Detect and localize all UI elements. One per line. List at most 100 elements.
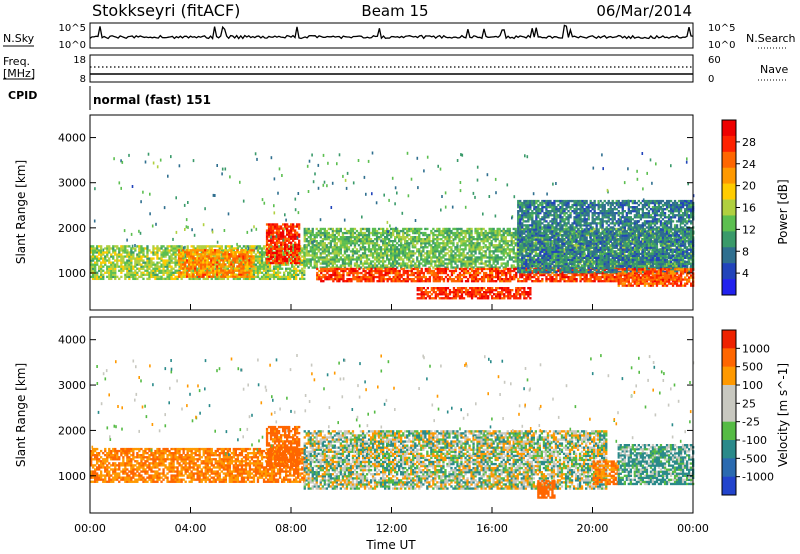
heatmap-cell — [313, 238, 316, 241]
heatmap-cell — [430, 229, 433, 233]
heatmap-cell — [96, 261, 99, 264]
heatmap-cell — [426, 262, 429, 265]
heatmap-cell — [398, 250, 401, 253]
heatmap-cell — [289, 271, 292, 274]
heatmap-cell — [589, 258, 592, 261]
heatmap-cell — [142, 247, 145, 250]
heatmap-cell — [234, 257, 237, 260]
heatmap-cell — [422, 242, 425, 245]
heatmap-cell — [470, 227, 473, 231]
heatmap-cell — [162, 269, 165, 272]
heatmap-cell — [230, 263, 233, 266]
heatmap-cell — [589, 248, 592, 251]
heatmap-cell — [375, 266, 379, 269]
heatmap-cell — [343, 236, 347, 239]
heatmap-cell — [363, 266, 367, 269]
heatmap-cell — [150, 263, 153, 266]
heatmap-cell — [94, 275, 97, 279]
heatmap-cell — [292, 229, 295, 232]
heatmap-cell — [410, 254, 413, 257]
heatmap-cell — [572, 229, 576, 233]
heatmap-cell — [236, 245, 240, 248]
heatmap-cell — [442, 260, 445, 263]
heatmap-cell — [651, 250, 654, 253]
heatmap-cell — [128, 245, 131, 248]
heatmap-cell — [250, 249, 253, 252]
heatmap-cell — [355, 260, 359, 263]
heatmap-cell — [398, 229, 401, 233]
heatmap-cell — [126, 251, 129, 254]
heatmap-cell — [230, 269, 233, 272]
heatmap-cell — [498, 258, 501, 261]
heatmap-cell — [214, 275, 217, 279]
heatmap-cell — [303, 246, 306, 249]
heatmap-cell — [448, 229, 451, 233]
heatmap-cell — [120, 261, 123, 264]
heatmap-cell — [420, 252, 423, 255]
heatmap-cell — [279, 247, 283, 251]
heatmap-cell — [138, 253, 141, 256]
heatmap-cell — [148, 277, 151, 281]
heatmap-cell — [488, 248, 491, 251]
heatmap-cell — [375, 252, 379, 255]
heatmap-cell — [294, 261, 297, 265]
heatmap-cell — [452, 260, 455, 263]
heatmap-cell — [325, 266, 329, 269]
heatmap-cell — [494, 236, 497, 239]
heatmap-cell — [294, 253, 297, 257]
heatmap-cell — [184, 253, 187, 256]
heatmap-cell — [265, 233, 269, 236]
heatmap-cell — [504, 250, 507, 253]
heatmap-cell — [277, 235, 281, 238]
heatmap-cell — [271, 259, 275, 263]
heatmap-cell — [528, 266, 532, 269]
heatmap-cell — [494, 256, 497, 259]
heatmap-cell — [194, 271, 197, 274]
heatmap-cell — [560, 256, 564, 259]
heatmap-cell — [301, 267, 304, 270]
heatmap-cell — [643, 231, 646, 235]
heatmap-cell — [379, 231, 383, 235]
heatmap-cell — [687, 258, 690, 261]
heatmap-cell — [591, 262, 594, 265]
heatmap-cell — [440, 238, 443, 241]
heatmap-cell — [332, 269, 335, 273]
heatmap-cell — [138, 245, 141, 248]
heatmap-cell — [665, 254, 668, 257]
heatmap-cell — [408, 242, 411, 245]
heatmap-cell — [174, 247, 177, 250]
heatmap-cell — [204, 247, 207, 250]
heatmap-cell — [404, 252, 407, 255]
heatmap-cell — [414, 266, 417, 269]
heatmap-cell — [122, 269, 125, 272]
heatmap-cell — [359, 254, 363, 257]
heatmap-cell — [406, 227, 409, 231]
heatmap-cell — [342, 273, 345, 277]
heatmap-cell — [256, 247, 260, 250]
heatmap-cell — [224, 253, 227, 256]
heatmap-cell — [460, 260, 463, 263]
heatmap-cell — [343, 242, 347, 245]
heatmap-cell — [524, 266, 528, 269]
heatmap-cell — [136, 259, 139, 262]
heatmap-cell — [384, 252, 387, 255]
heatmap-cell — [265, 253, 269, 257]
heatmap-cell — [591, 227, 594, 231]
heatmap-cell — [132, 251, 135, 254]
heatmap-cell — [504, 262, 507, 265]
heatmap-cell — [184, 257, 187, 260]
heatmap-cell — [683, 252, 686, 255]
heatmap-cell — [327, 227, 331, 231]
heatmap-cell — [583, 250, 586, 253]
heatmap-cell — [289, 267, 292, 270]
heatmap-cell — [317, 260, 320, 263]
heatmap-cell — [377, 262, 381, 265]
heatmap-cell — [287, 277, 290, 281]
heatmap-cell — [202, 265, 205, 268]
heatmap-cell — [345, 242, 349, 245]
heatmap-cell — [234, 255, 237, 258]
heatmap-cell — [414, 240, 417, 243]
heatmap-cell — [361, 240, 365, 243]
heatmap-cell — [234, 273, 237, 276]
heatmap-cell — [480, 233, 483, 237]
